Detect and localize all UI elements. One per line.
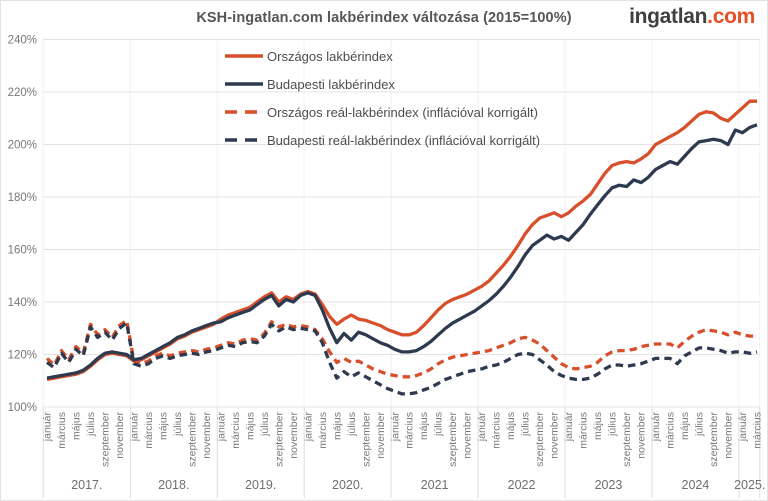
legend-item-budapest: Budapesti lakbérindex <box>223 70 540 98</box>
svg-text:május: május <box>244 412 256 440</box>
svg-text:szeptember: szeptember <box>99 411 111 466</box>
svg-text:2024: 2024 <box>682 478 710 492</box>
svg-text:május: május <box>331 412 343 440</box>
budapest-solid-line-icon <box>225 82 263 86</box>
svg-text:január: január <box>476 412 488 443</box>
svg-text:március: március <box>404 412 416 449</box>
svg-text:november: november <box>462 412 474 459</box>
svg-text:november: november <box>549 412 561 459</box>
budapest-dashed-line-icon <box>225 138 263 142</box>
svg-text:180%: 180% <box>8 192 37 204</box>
national-dashed-line-icon <box>225 110 263 114</box>
svg-text:november: november <box>288 412 300 459</box>
svg-text:november: november <box>636 412 648 459</box>
svg-text:2019.: 2019. <box>245 478 276 492</box>
svg-text:160%: 160% <box>8 245 37 257</box>
svg-text:szeptember: szeptember <box>186 411 198 466</box>
svg-text:240%: 240% <box>8 35 37 47</box>
svg-text:100%: 100% <box>8 402 37 414</box>
svg-text:július: július <box>694 412 706 437</box>
svg-text:március: március <box>665 412 677 449</box>
svg-text:március: március <box>752 412 764 449</box>
svg-text:november: november <box>723 412 735 459</box>
legend-item-budapest-real: Budapesti reál-lakbérindex (inflációval … <box>223 126 540 154</box>
legend-item-national-real: Országos reál-lakbérindex (inflációval k… <box>223 98 540 126</box>
logo-text: ingatlan <box>629 5 708 28</box>
svg-text:2025.: 2025. <box>734 478 765 492</box>
legend-item-national: Országos lakbérindex <box>223 42 540 70</box>
svg-text:március: március <box>317 412 329 449</box>
svg-text:szeptember: szeptember <box>708 411 720 466</box>
svg-text:március: március <box>491 412 503 449</box>
svg-text:január: január <box>389 412 401 443</box>
svg-text:120%: 120% <box>8 350 37 362</box>
svg-text:július: július <box>259 412 271 437</box>
svg-text:január: január <box>215 412 227 443</box>
svg-text:május: május <box>505 412 517 440</box>
svg-text:május: május <box>679 412 691 440</box>
legend-label-budapest: Budapesti lakbérindex <box>267 76 395 92</box>
svg-text:május: május <box>157 412 169 440</box>
svg-text:2023: 2023 <box>595 478 623 492</box>
svg-text:január: január <box>302 412 314 443</box>
svg-text:július: július <box>172 412 184 437</box>
legend-label-national: Országos lakbérindex <box>267 48 393 64</box>
svg-text:szeptember: szeptember <box>447 411 459 466</box>
svg-text:május: május <box>418 412 430 440</box>
chart-legend: Országos lakbérindex Budapesti lakbérind… <box>223 42 540 154</box>
svg-text:március: március <box>56 412 68 449</box>
legend-label-budapest-real: Budapesti reál-lakbérindex (inflációval … <box>267 132 541 148</box>
svg-text:január: január <box>650 412 662 443</box>
svg-text:220%: 220% <box>8 87 37 99</box>
svg-text:március: március <box>230 412 242 449</box>
svg-text:július: július <box>346 412 358 437</box>
svg-text:szeptember: szeptember <box>621 411 633 466</box>
svg-text:2022: 2022 <box>508 478 536 492</box>
svg-text:november: november <box>375 412 387 459</box>
national-solid-line-icon <box>225 54 263 58</box>
svg-text:2021: 2021 <box>421 478 449 492</box>
svg-text:július: július <box>607 412 619 437</box>
svg-text:július: július <box>433 412 445 437</box>
svg-text:2020.: 2020. <box>332 478 363 492</box>
svg-text:január: január <box>737 412 749 443</box>
ingatlan-logo: ingatlan.com <box>629 5 755 29</box>
logo-suffix-text: .com <box>707 5 755 28</box>
svg-text:július: július <box>85 412 97 437</box>
svg-text:november: november <box>201 412 213 459</box>
svg-text:szeptember: szeptember <box>273 411 285 466</box>
svg-text:január: január <box>42 412 54 443</box>
svg-text:2018.: 2018. <box>158 478 189 492</box>
svg-text:január: január <box>563 412 575 443</box>
svg-text:március: március <box>578 412 590 449</box>
svg-text:140%: 140% <box>8 297 37 309</box>
svg-text:november: november <box>114 412 126 459</box>
svg-text:július: július <box>520 412 532 437</box>
svg-text:200%: 200% <box>8 140 37 152</box>
svg-text:január: január <box>128 412 140 443</box>
svg-text:szeptember: szeptember <box>534 411 546 466</box>
chart-title: KSH-ingatlan.com lakbérindex változása (… <box>196 10 572 26</box>
legend-label-national-real: Országos reál-lakbérindex (inflációval k… <box>267 104 538 120</box>
svg-text:2017.: 2017. <box>71 478 102 492</box>
svg-text:május: május <box>70 412 82 440</box>
svg-text:szeptember: szeptember <box>360 411 372 466</box>
svg-text:március: március <box>143 412 155 449</box>
svg-text:május: május <box>592 412 604 440</box>
